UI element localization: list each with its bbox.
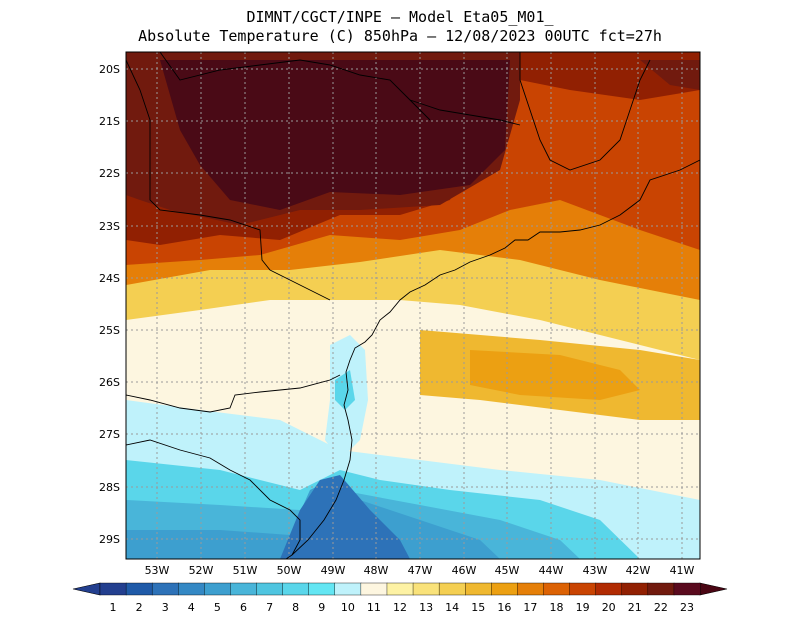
colorbar-label: 9 xyxy=(318,601,325,614)
colorbar-label: 6 xyxy=(240,601,247,614)
colorbar-swatch xyxy=(386,582,414,596)
colorbar-swatch xyxy=(230,582,258,596)
lat-label: 20S xyxy=(99,63,120,76)
colorbar-low-arrow xyxy=(72,582,101,596)
lon-label: 43W xyxy=(583,564,608,577)
colorbar-swatch xyxy=(204,582,231,596)
lon-label: 41W xyxy=(670,564,695,577)
colorbar-label: 19 xyxy=(576,601,590,614)
colorbar-label: 10 xyxy=(341,601,355,614)
colorbar-swatch xyxy=(595,582,623,596)
colorbar-swatch xyxy=(99,582,127,596)
lon-label: 45W xyxy=(495,564,520,577)
lon-label: 53W xyxy=(145,564,170,577)
map-frame xyxy=(125,51,701,560)
graticule xyxy=(126,52,700,559)
lon-label: 49W xyxy=(321,564,346,577)
colorbar-label: 8 xyxy=(292,601,299,614)
lat-label: 29S xyxy=(99,533,120,546)
colorbar-label: 15 xyxy=(471,601,485,614)
lat-label: 23S xyxy=(99,220,120,233)
colorbar-swatch xyxy=(308,582,336,596)
colorbar-label: 2 xyxy=(136,601,143,614)
colorbar-swatch xyxy=(517,582,544,596)
colorbar-swatch xyxy=(438,582,466,596)
colorbar-swatch xyxy=(491,582,518,596)
lat-label: 21S xyxy=(99,115,120,128)
colorbar-label: 22 xyxy=(654,601,668,614)
colorbar-swatch xyxy=(256,582,284,596)
colorbar-swatch xyxy=(673,582,701,596)
map-title: DIMNT/CGCT/INPE — Model Eta05_M01_ xyxy=(246,8,554,26)
colorbar-swatch xyxy=(465,582,492,596)
colorbar-label: 16 xyxy=(497,601,511,614)
colorbar-swatch xyxy=(647,582,675,596)
lat-label: 25S xyxy=(99,324,120,337)
colorbar-label: 21 xyxy=(628,601,642,614)
colorbar-label: 13 xyxy=(419,601,433,614)
colorbar: 1 2 3 4 5 6 7 8 9 10 11 12 13 14 15 16 17 18 19 20 21 22 23 xyxy=(72,582,728,614)
colorbar-label: 18 xyxy=(550,601,564,614)
lon-label: 50W xyxy=(277,564,302,577)
colorbar-label: 7 xyxy=(266,601,273,614)
colorbar-swatch xyxy=(621,582,649,596)
colorbar-label: 17 xyxy=(523,601,537,614)
colorbar-high-arrow xyxy=(699,582,728,596)
coastline xyxy=(126,52,700,559)
colorbar-swatch xyxy=(360,582,388,596)
colorbar-label: 1 xyxy=(110,601,117,614)
temperature-field xyxy=(126,52,700,559)
lon-label: 42W xyxy=(626,564,651,577)
colorbar-label: 23 xyxy=(680,601,694,614)
lat-label: 24S xyxy=(99,272,120,285)
colorbar-label: 4 xyxy=(188,601,195,614)
colorbar-swatch xyxy=(543,582,571,596)
colorbar-swatch xyxy=(282,582,310,596)
colorbar-swatch xyxy=(334,582,362,596)
colorbar-swatch xyxy=(569,582,597,596)
colorbar-label: 14 xyxy=(445,601,459,614)
colorbar-swatch xyxy=(178,582,205,596)
colorbar-swatch xyxy=(412,582,440,596)
lat-label: 27S xyxy=(99,428,120,441)
lon-label: 44W xyxy=(539,564,564,577)
lon-label: 51W xyxy=(233,564,258,577)
colorbar-label: 12 xyxy=(393,601,407,614)
lon-labels: 53W 52W 51W 50W 49W 48W 47W 46W 45W 44W … xyxy=(145,564,695,577)
lat-labels: 20S 21S 22S 23S 24S 25S 26S 27S 28S 29S xyxy=(99,63,120,546)
colorbar-label: 3 xyxy=(162,601,169,614)
colorbar-label: 11 xyxy=(367,601,381,614)
colorbar-swatch xyxy=(151,582,179,596)
lat-label: 28S xyxy=(99,481,120,494)
lon-label: 46W xyxy=(452,564,477,577)
lon-label: 48W xyxy=(364,564,389,577)
lon-label: 47W xyxy=(408,564,433,577)
map-subtitle: Absolute Temperature (C) 850hPa — 12/08/… xyxy=(138,27,662,45)
lon-label: 52W xyxy=(189,564,214,577)
lat-label: 26S xyxy=(99,376,120,389)
colorbar-label: 5 xyxy=(214,601,221,614)
lat-label: 22S xyxy=(99,167,120,180)
colorbar-label: 20 xyxy=(602,601,616,614)
colorbar-swatch xyxy=(125,582,153,596)
